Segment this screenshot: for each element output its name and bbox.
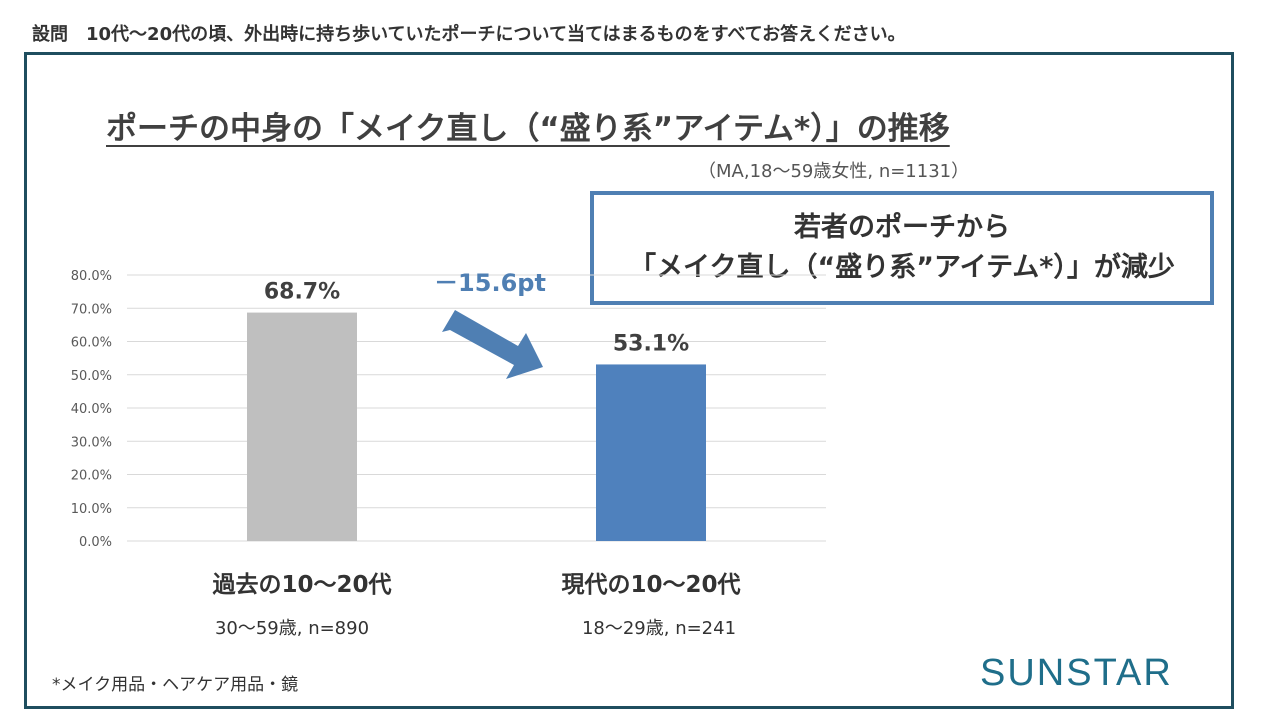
gridlines xyxy=(127,274,826,542)
callout-line-1: 若者のポーチから xyxy=(794,212,1010,243)
category-subtitle: 30～59歳, n=890 xyxy=(215,618,369,639)
sunstar-logo: SUNSTAR xyxy=(980,652,1173,694)
chart-title: ポーチの中身の「メイク直し（“盛り系”アイテム*）」の推移 xyxy=(106,111,950,147)
callout-box: 若者のポーチから 「メイク直し（“盛り系”アイテム*）」が減少 xyxy=(590,191,1214,305)
y-axis-ticks: 0.0% 10.0% 20.0% 30.0% 40.0% 50.0% 60.0% 70.0% 8… xyxy=(71,269,112,550)
data-label: 53.1% xyxy=(613,331,689,356)
footnote: *メイク用品・ヘアケア用品・鏡 xyxy=(52,675,299,695)
bar xyxy=(596,364,706,541)
y-tick-label: 50.0% xyxy=(71,369,112,384)
y-tick-label: 30.0% xyxy=(71,435,112,450)
question-label: 設問 xyxy=(32,24,68,45)
bars xyxy=(247,312,706,541)
slide-frame xyxy=(24,52,1234,709)
y-tick-label: 80.0% xyxy=(71,269,112,284)
y-tick-label: 0.0% xyxy=(79,535,112,550)
category-subtitle: 18～29歳, n=241 xyxy=(582,618,736,639)
y-tick-label: 40.0% xyxy=(71,402,112,417)
bar xyxy=(247,312,357,541)
sample-note: （MA,18～59歳女性, n=1131） xyxy=(698,161,970,182)
y-tick-label: 10.0% xyxy=(71,502,112,517)
change-annotation: －15.6pt xyxy=(434,269,546,297)
data-labels: 68.7% 53.1% xyxy=(264,280,689,357)
callout-line-2: 「メイク直し（“盛り系”アイテム*）」が減少 xyxy=(629,252,1175,283)
arrow-icon xyxy=(442,310,543,379)
y-tick-label: 20.0% xyxy=(71,469,112,484)
category-label: 現代の10～20代 xyxy=(561,572,740,598)
y-tick-label: 70.0% xyxy=(71,302,112,317)
data-label: 68.7% xyxy=(264,280,340,305)
category-labels: 過去の10～20代 30～59歳, n=890 現代の10～20代 18～29歳, n… xyxy=(212,571,740,639)
question-body: 10代～20代の頃、外出時に持ち歩いていたポーチについて当てはまるものをすべてお… xyxy=(86,24,906,45)
y-tick-label: 60.0% xyxy=(71,336,112,351)
category-label: 過去の10～20代 xyxy=(212,571,391,598)
change-arrow: －15.6pt xyxy=(434,269,546,379)
question-text: 設問 10代～20代の頃、外出時に持ち歩いていたポーチについて当てはまるものをすべ… xyxy=(32,20,906,46)
